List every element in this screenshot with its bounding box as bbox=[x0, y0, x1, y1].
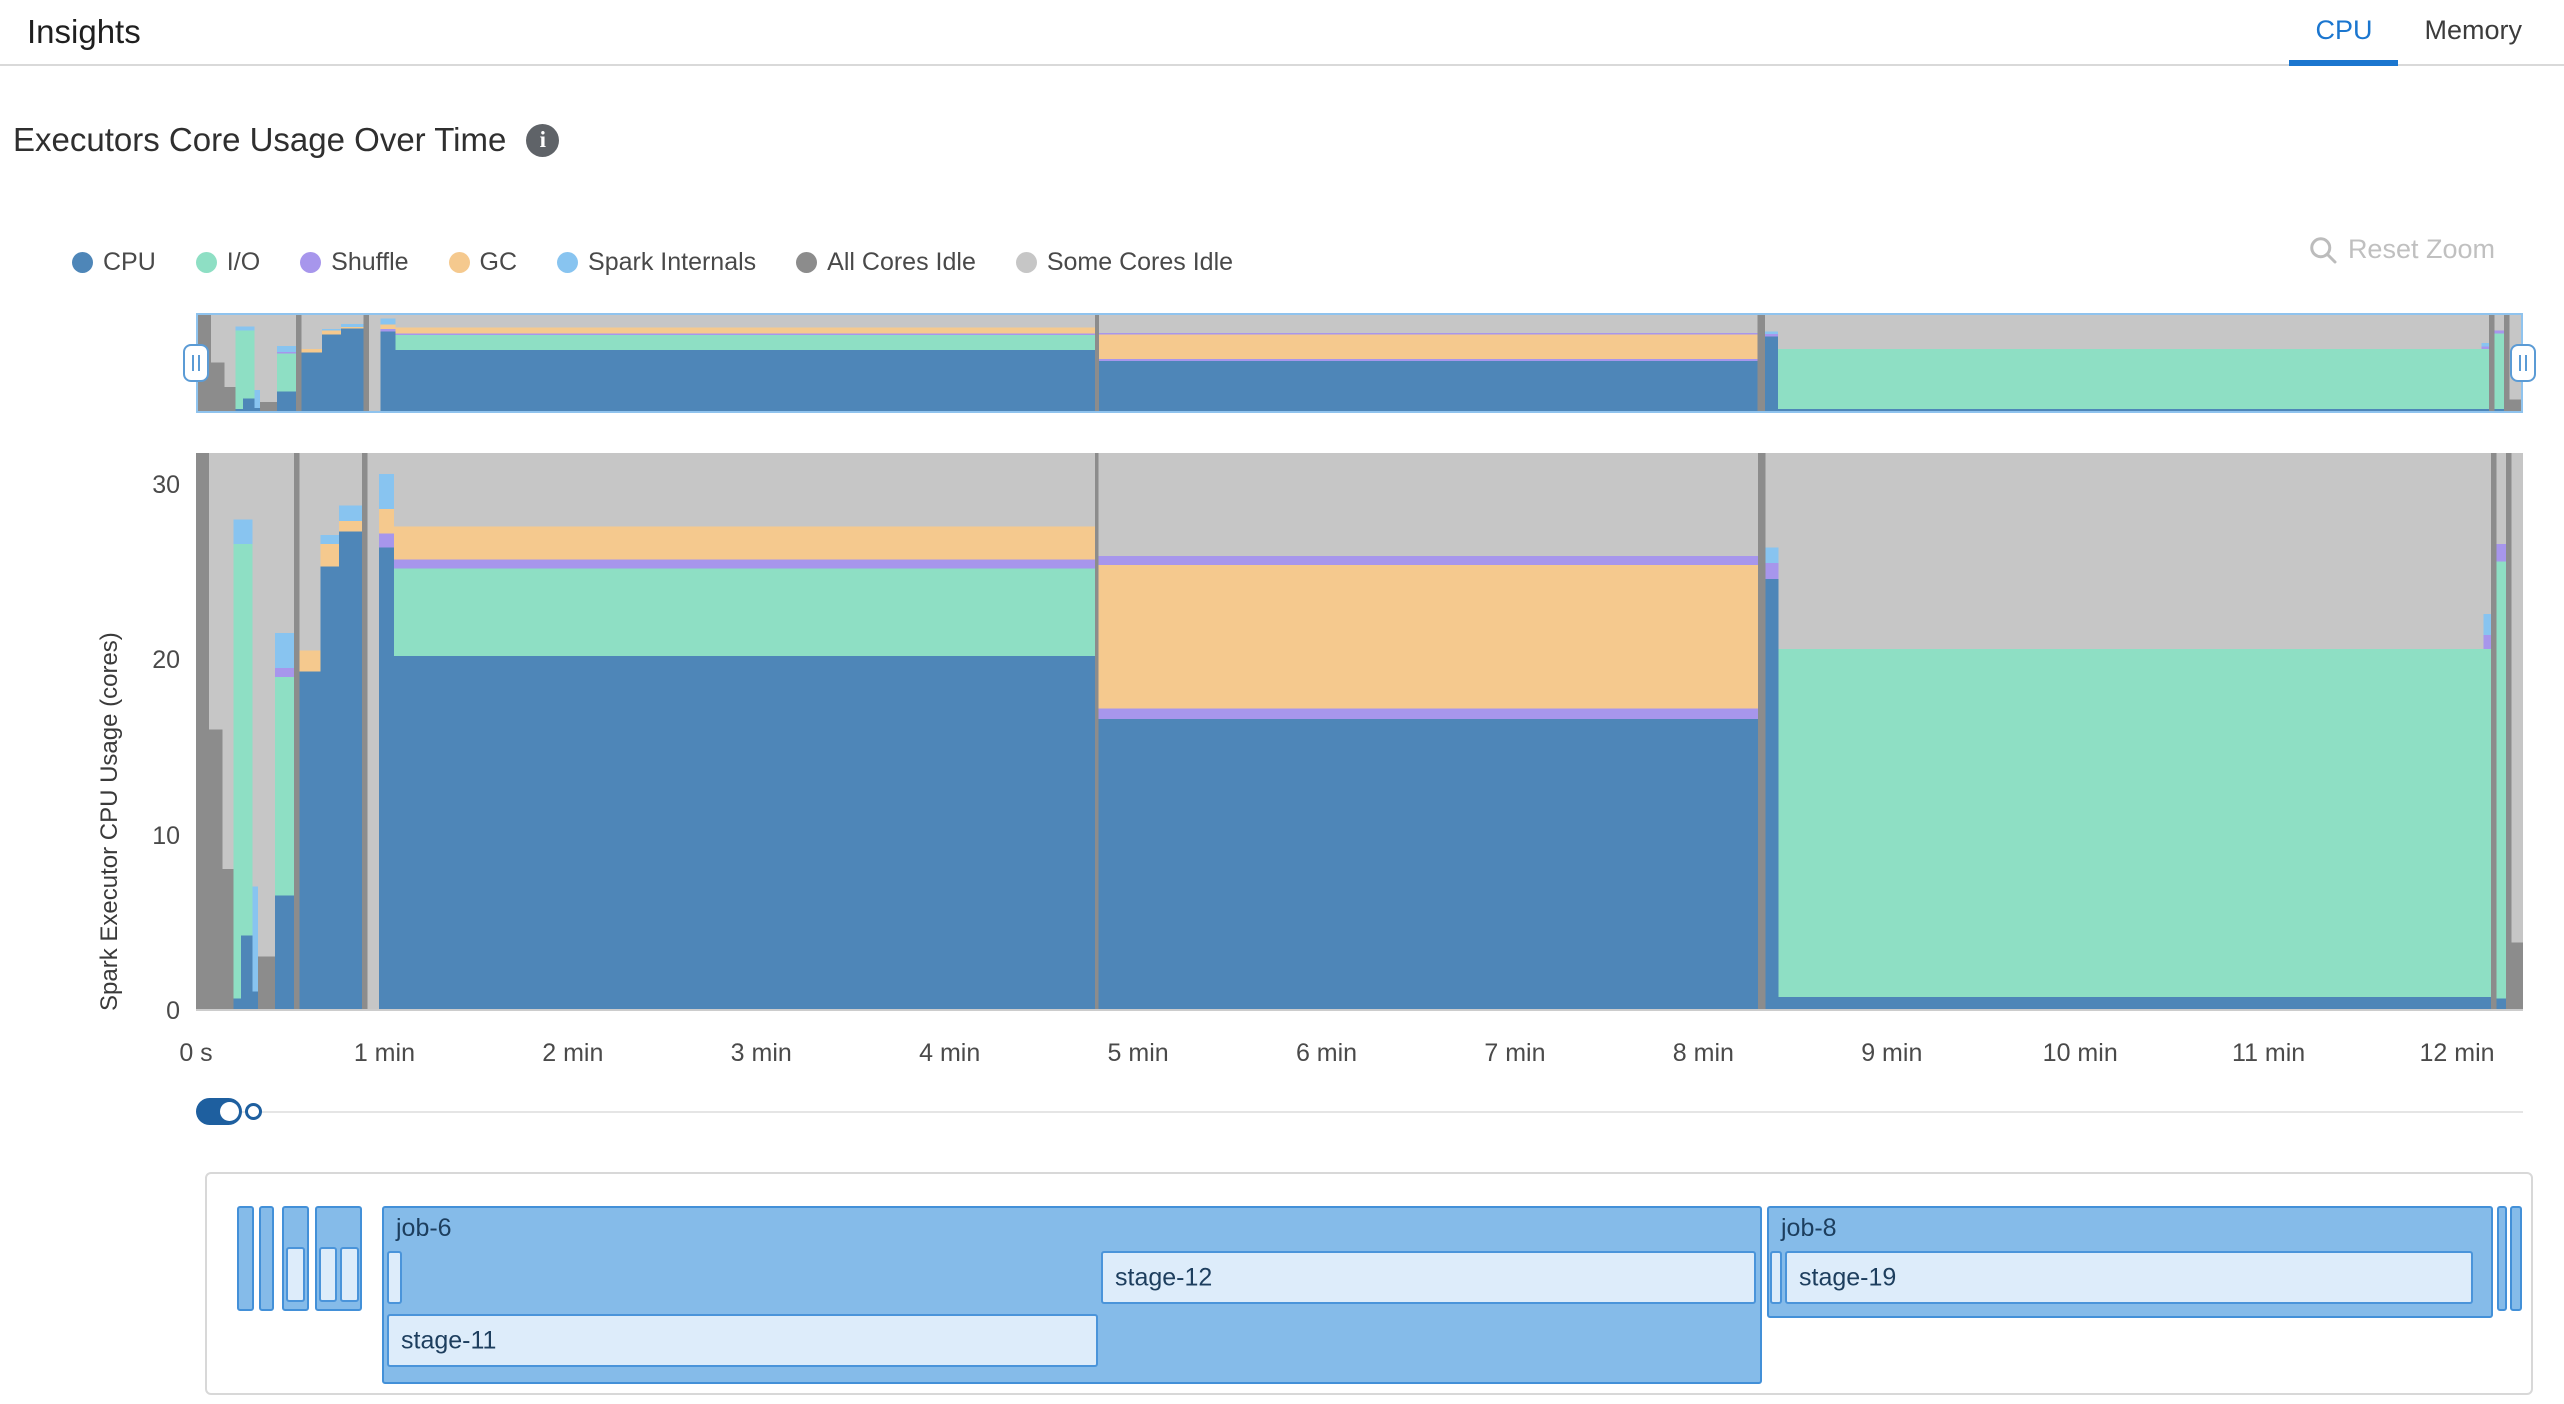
io-legend-dot bbox=[195, 252, 217, 273]
bar-label: job-6 bbox=[396, 1214, 452, 1242]
bar-label: job-8 bbox=[1781, 1214, 1837, 1242]
legend-label: Spark Internals bbox=[588, 248, 757, 276]
header: Insights CPU Memory bbox=[0, 0, 2564, 66]
timeline-slider-track[interactable] bbox=[196, 1111, 2523, 1113]
legend-label: Some Cores Idle bbox=[1046, 248, 1234, 276]
x-axis-label: 2 min bbox=[542, 1039, 604, 1067]
y-axis-label: 30 bbox=[152, 470, 180, 499]
x-axis-label: 10 min bbox=[2042, 1039, 2118, 1067]
reset-zoom-button[interactable]: Reset Zoom bbox=[2308, 234, 2495, 265]
stage-bar-stage-19[interactable]: stage-19 bbox=[1785, 1251, 2473, 1304]
tab-cpu[interactable]: CPU bbox=[2289, 0, 2399, 66]
someIdle-legend-dot bbox=[1015, 252, 1037, 273]
magnifier-icon bbox=[2310, 236, 2337, 263]
y-axis-label: 10 bbox=[152, 821, 180, 850]
job-bar[interactable] bbox=[2497, 1206, 2507, 1311]
toggle-ring bbox=[245, 1103, 262, 1120]
legend-label: GC bbox=[479, 248, 518, 276]
allIdle-legend-dot bbox=[796, 252, 818, 273]
reset-zoom-label: Reset Zoom bbox=[2347, 234, 2495, 264]
timeline-view-toggle[interactable] bbox=[196, 1098, 262, 1125]
job-bar[interactable] bbox=[237, 1206, 254, 1311]
x-axis-label: 8 min bbox=[1672, 1039, 1734, 1067]
legend-item-someIdle[interactable]: Some Cores Idle bbox=[1015, 248, 1234, 277]
bar-label: stage-11 bbox=[401, 1326, 497, 1354]
job-bar[interactable] bbox=[259, 1206, 274, 1311]
x-axis-label: 11 min bbox=[2232, 1039, 2306, 1067]
info-icon[interactable]: i bbox=[526, 123, 560, 157]
legend-item-io[interactable]: I/O bbox=[195, 248, 261, 277]
legend-item-cpu[interactable]: CPU bbox=[72, 248, 156, 277]
gc-legend-dot bbox=[448, 252, 470, 273]
x-axis-label: 1 min bbox=[353, 1039, 415, 1067]
legend-item-shuffle[interactable]: Shuffle bbox=[300, 248, 409, 277]
overview-chart-area bbox=[198, 315, 2521, 411]
main-chart-area bbox=[196, 453, 2523, 1009]
bar-label: stage-12 bbox=[1115, 1263, 1213, 1291]
stage-bar-stage-11[interactable]: stage-11 bbox=[387, 1314, 1098, 1367]
brush-handle-left[interactable] bbox=[183, 344, 209, 382]
tab-bar: CPU Memory bbox=[2289, 0, 2548, 66]
stage-bar[interactable] bbox=[340, 1247, 359, 1302]
shuffle-legend-dot bbox=[300, 252, 322, 273]
x-axis-label: 9 min bbox=[1861, 1039, 1923, 1067]
toggle-track bbox=[196, 1098, 242, 1125]
stage-bar[interactable] bbox=[319, 1247, 337, 1302]
stage-bar[interactable] bbox=[387, 1251, 402, 1304]
x-axis-label: 6 min bbox=[1295, 1039, 1358, 1067]
overview-brush-chart[interactable] bbox=[183, 313, 2536, 413]
internals-legend-dot bbox=[557, 252, 579, 273]
x-axis-label: 0 s bbox=[179, 1039, 213, 1067]
x-axis-label: 7 min bbox=[1484, 1039, 1546, 1067]
legend-label: I/O bbox=[226, 248, 261, 276]
section-title-row: Executors Core Usage Over Time i bbox=[13, 121, 560, 159]
y-axis: 0 10 20 30 bbox=[100, 453, 180, 1025]
x-axis-label: 3 min bbox=[730, 1039, 792, 1067]
job-bar[interactable] bbox=[2510, 1206, 2522, 1311]
y-axis-label: 0 bbox=[166, 997, 180, 1025]
legend-label: Shuffle bbox=[331, 248, 409, 276]
legend-item-gc[interactable]: GC bbox=[448, 248, 518, 277]
chart-legend: CPU I/O Shuffle GC Spark Internals All Cores … bbox=[72, 248, 1233, 277]
bar-label: stage-19 bbox=[1799, 1263, 1897, 1291]
brush-handle-right[interactable] bbox=[2510, 344, 2536, 382]
stage-bar[interactable] bbox=[1770, 1251, 1782, 1304]
legend-label: All Cores Idle bbox=[827, 248, 976, 276]
x-axis-label: 5 min bbox=[1107, 1039, 1169, 1067]
stage-bar-stage-12[interactable]: stage-12 bbox=[1101, 1251, 1756, 1304]
page-title: Insights bbox=[27, 13, 141, 50]
toggle-knob bbox=[220, 1102, 239, 1121]
stage-bar[interactable] bbox=[286, 1247, 305, 1302]
x-axis-label: 4 min bbox=[919, 1039, 981, 1067]
jobs-stages-timeline-panel: job-6 stage-12 stage-11 job-8 stage-19 bbox=[205, 1172, 2533, 1395]
legend-item-internals[interactable]: Spark Internals bbox=[557, 248, 756, 277]
cpu-legend-dot bbox=[72, 252, 93, 273]
legend-label: CPU bbox=[103, 248, 156, 276]
tab-memory[interactable]: Memory bbox=[2424, 14, 2522, 45]
y-axis-label: 20 bbox=[152, 646, 180, 675]
main-chart[interactable] bbox=[196, 453, 2523, 1011]
section-title: Executors Core Usage Over Time bbox=[13, 121, 507, 158]
legend-item-allIdle[interactable]: All Cores Idle bbox=[796, 248, 976, 277]
gantt-bars: job-6 stage-12 stage-11 job-8 stage-19 bbox=[207, 1174, 2531, 1393]
x-axis: 0 s 1 min 2 min 3 min 4 min 5 min 6 min 7 min 8 … bbox=[179, 1039, 2523, 1069]
x-axis-label: 12 min bbox=[2419, 1039, 2495, 1067]
